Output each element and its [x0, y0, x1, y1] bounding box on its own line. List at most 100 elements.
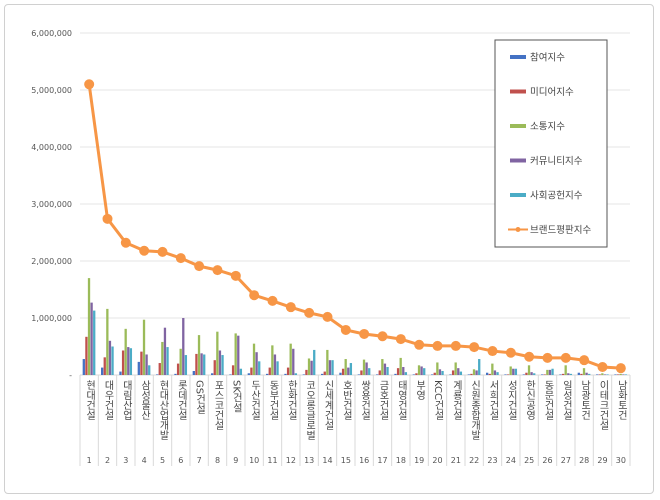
point-브랜드평판지수: [395, 334, 406, 345]
category-label: 코오롱글로벌: [304, 380, 316, 440]
bar-커뮤니티지수: [585, 372, 588, 375]
point-브랜드평판지수: [249, 290, 260, 301]
legend-item: 미디어지수: [530, 87, 574, 98]
point-브랜드평판지수: [469, 342, 480, 353]
bar-소통지수: [582, 368, 586, 375]
bar-참여지수: [357, 374, 360, 375]
bar-참여지수: [431, 374, 434, 375]
bar-미디어지수: [451, 370, 455, 375]
point-브랜드평판지수: [615, 363, 626, 374]
bar-소통지수: [252, 343, 256, 375]
y-tick-label: -: [69, 371, 72, 380]
bar-미디어지수: [268, 367, 271, 375]
bar-소통지수: [142, 319, 146, 375]
legend-item: 커뮤니티지수: [530, 156, 583, 167]
bar-사회공헌지수: [533, 373, 536, 375]
bar-미디어지수: [616, 374, 620, 375]
bar-사회공헌지수: [129, 348, 133, 375]
bar-커뮤니티지수: [90, 302, 93, 375]
category-label: GS건설: [194, 380, 206, 414]
category-label: 포스코건설: [212, 380, 224, 430]
category-label: 현대건설: [84, 380, 96, 420]
category-label: 계룡건설: [450, 380, 462, 420]
bar-사회공헌지수: [588, 373, 591, 375]
bar-미디어지수: [561, 373, 565, 375]
bar-커뮤니티지수: [145, 354, 148, 375]
bar-참여지수: [321, 373, 324, 375]
bar-소통지수: [454, 362, 457, 375]
bar-사회공헌지수: [184, 355, 188, 375]
rank-label: 17: [377, 456, 387, 465]
category-label: 한화건설: [285, 380, 297, 420]
bar-소통지수: [619, 373, 622, 375]
legend-swatch: [510, 55, 526, 59]
category-label: 동부건설: [267, 380, 279, 420]
bar-소통지수: [564, 365, 567, 375]
point-브랜드평판지수: [285, 302, 296, 313]
bar-소통지수: [307, 358, 311, 375]
category-label: 신원종합개발: [469, 380, 481, 440]
bar-사회공헌지수: [111, 346, 114, 375]
bar-미디어지수: [305, 369, 308, 375]
rank-label: 8: [215, 456, 220, 465]
category-label: 남화토건: [615, 380, 627, 420]
bar-커뮤니티지수: [292, 348, 295, 375]
category-label: 한신공영: [524, 380, 536, 420]
bar-소통지수: [546, 369, 549, 375]
bar-참여지수: [614, 374, 617, 375]
bar-소통지수: [344, 359, 347, 375]
bar-참여지수: [192, 371, 195, 375]
rank-label: 19: [414, 456, 424, 465]
point-브랜드평판지수: [597, 362, 608, 373]
legend-box: [494, 39, 608, 248]
rank-label: 13: [304, 456, 314, 465]
bar-소통지수: [326, 349, 329, 375]
bar-미디어지수: [213, 360, 216, 375]
bar-참여지수: [82, 359, 85, 375]
point-브랜드평판지수: [84, 79, 95, 90]
bar-사회공헌지수: [294, 373, 298, 375]
bar-참여지수: [522, 374, 525, 375]
category-label: 신세계건설: [322, 380, 334, 430]
y-tick-label: 2,000,000: [31, 257, 72, 266]
point-브랜드평판지수: [359, 328, 370, 339]
point-브랜드평판지수: [340, 324, 351, 335]
bar-미디어지수: [231, 365, 235, 375]
bar-사회공헌지수: [441, 371, 444, 375]
bar-사회공헌지수: [349, 363, 353, 375]
rank-label: 11: [267, 456, 277, 465]
bar-참여지수: [504, 374, 507, 375]
y-tick-label: 4,000,000: [31, 143, 72, 152]
point-브랜드평판지수: [120, 237, 131, 248]
rank-label: 30: [616, 456, 626, 465]
category-label: 대림산업: [120, 380, 132, 420]
bar-미디어지수: [250, 367, 253, 375]
rank-label: 16: [359, 456, 369, 465]
bar-사회공헌지수: [313, 349, 316, 375]
bar-소통지수: [527, 365, 531, 375]
bar-소통지수: [106, 308, 109, 375]
y-tick-label: 5,000,000: [31, 86, 72, 95]
bar-커뮤니티지수: [512, 368, 515, 375]
bar-참여지수: [412, 374, 415, 375]
bar-사회공헌지수: [459, 371, 463, 375]
bar-커뮤니티지수: [603, 374, 607, 375]
bar-사회공헌지수: [368, 368, 371, 375]
legend-item: 브랜드평판지수: [530, 225, 591, 236]
bar-미디어지수: [195, 353, 198, 375]
rank-label: 7: [197, 456, 202, 465]
point-브랜드평판지수: [175, 253, 186, 264]
rank-label: 20: [432, 456, 442, 465]
bar-미디어지수: [506, 374, 510, 375]
rank-label: 6: [178, 456, 183, 465]
bar-참여지수: [137, 361, 140, 375]
rank-label: 3: [123, 456, 128, 465]
bar-소통지수: [87, 278, 91, 375]
bar-사회공헌지수: [221, 355, 224, 375]
bar-사회공헌지수: [239, 368, 243, 375]
bar-미디어지수: [140, 351, 143, 375]
bar-커뮤니티지수: [273, 354, 277, 375]
bar-사회공헌지수: [569, 373, 573, 375]
bar-커뮤니티지수: [347, 367, 350, 375]
category-label: 이테크건설: [597, 380, 609, 430]
